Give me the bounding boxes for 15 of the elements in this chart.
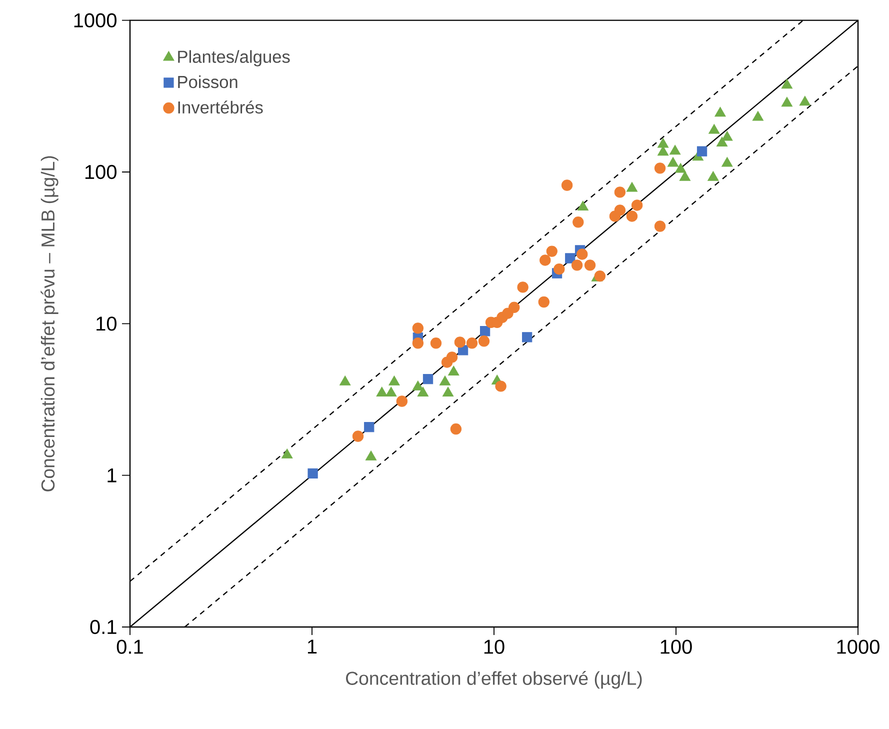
- y-tick-label: 0.1: [90, 620, 116, 634]
- y-tick-label: 10: [96, 316, 116, 331]
- x-tick-label: 1: [308, 640, 317, 654]
- x-tick-label: 100: [660, 640, 692, 654]
- x-axis-title: Concentration d’effet observé (µg/L): [346, 671, 642, 689]
- x-tick-label: 10: [484, 640, 504, 654]
- y-tick-label: 100: [85, 164, 116, 180]
- x-tick-label: 0.1: [116, 640, 143, 654]
- y-tick-label: 1000: [74, 13, 116, 28]
- y-axis-title: Concentration d’effet prévu – MLB (µg/L): [40, 156, 58, 492]
- legend-label: Invertébrés: [178, 100, 263, 114]
- x-tick-label: 1000: [837, 640, 880, 654]
- legend-label: Plantes/algues: [178, 50, 290, 66]
- y-tick-label: 1: [108, 468, 116, 482]
- legend-label: Poisson: [178, 75, 238, 88]
